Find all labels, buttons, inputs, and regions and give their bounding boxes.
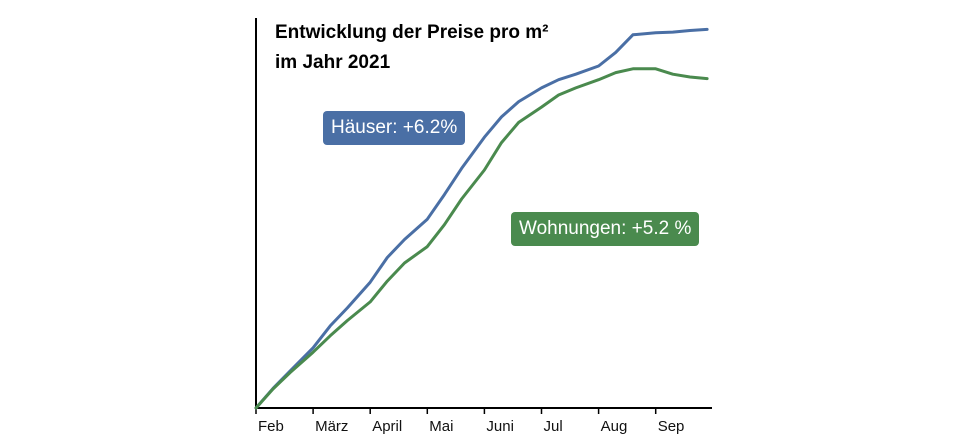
- chart-subtitle: im Jahr 2021: [275, 52, 391, 73]
- x-tick-label: Aug: [601, 418, 628, 435]
- chart-title: Entwicklung der Preise pro m²: [275, 22, 549, 43]
- series-label-wohnungen: Wohnungen: +5.2 %: [511, 212, 700, 246]
- x-tick-label: Juni: [486, 418, 514, 435]
- series-line-wohnungen: [254, 67, 709, 410]
- series-line-haeuser: [254, 27, 709, 410]
- x-tick-label: Jul: [544, 418, 563, 435]
- x-tick-label: Feb: [258, 418, 284, 435]
- x-tick-label: Sep: [658, 418, 685, 435]
- x-tick-label: April: [372, 418, 402, 435]
- chart-title-block: Entwicklung der Preise pro m² im Jahr 20…: [275, 18, 548, 78]
- x-tick-label: März: [315, 418, 348, 435]
- x-tick-label: Mai: [429, 418, 453, 435]
- series-label-haeuser: Häuser: +6.2%: [323, 111, 466, 145]
